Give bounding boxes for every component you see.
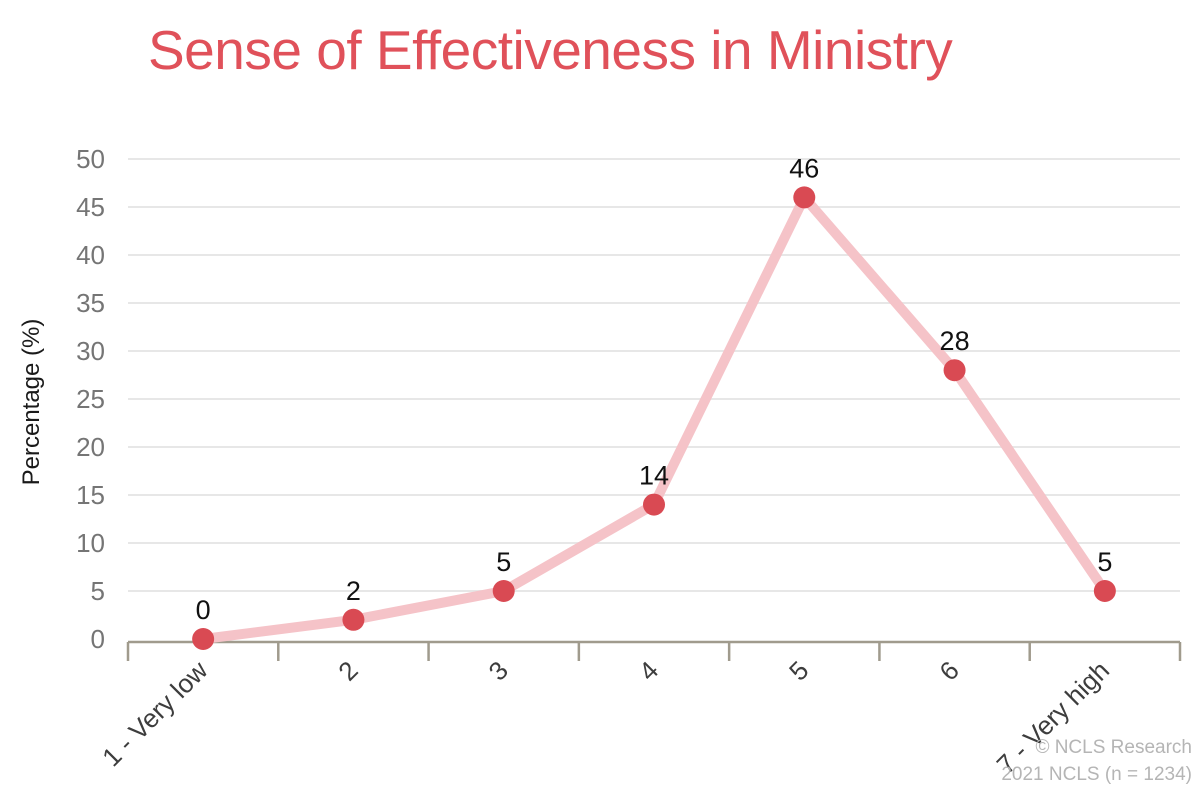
data-point: [943, 359, 966, 382]
y-tick-label: 35: [76, 288, 105, 318]
data-point-label: 46: [789, 153, 819, 183]
chart-title: Sense of Effectiveness in Ministry: [148, 19, 953, 81]
data-point: [192, 628, 215, 650]
y-tick-label: 40: [76, 240, 105, 270]
y-tick-label: 0: [91, 624, 105, 654]
data-point-label: 0: [196, 595, 211, 625]
data-point: [492, 580, 515, 602]
x-tick-label: 3: [483, 655, 514, 686]
y-tick-label: 50: [76, 144, 105, 174]
x-tick-label: 6: [933, 655, 964, 686]
x-tick-label: 5: [783, 655, 814, 686]
data-point: [1093, 580, 1116, 602]
y-tick-label: 10: [76, 528, 105, 558]
y-tick-label: 45: [76, 192, 105, 222]
chart-footer: © NCLS Research 2021 NCLS (n = 1234): [1001, 734, 1192, 788]
x-tick-label: 4: [633, 655, 664, 686]
data-point: [793, 186, 816, 209]
footer-attribution: © NCLS Research: [1035, 737, 1192, 758]
data-point-label: 28: [940, 326, 970, 356]
y-tick-label: 20: [76, 432, 105, 462]
data-point-label: 14: [639, 461, 669, 491]
series-line: [198, 192, 1110, 644]
x-tick-label: 1 - Very low: [96, 655, 213, 772]
data-point-label: 5: [496, 547, 511, 577]
footer-source: 2021 NCLS (n = 1234): [1001, 764, 1192, 785]
data-point-label: 5: [1097, 547, 1112, 577]
y-tick-label: 30: [76, 336, 105, 366]
x-tick-label: 2: [332, 655, 363, 686]
y-tick-label: 5: [91, 576, 105, 606]
data-point-label: 2: [346, 576, 361, 606]
data-point: [643, 493, 665, 516]
data-point: [342, 608, 365, 631]
y-tick-label: 15: [76, 480, 105, 510]
y-tick-label: 25: [76, 384, 105, 414]
